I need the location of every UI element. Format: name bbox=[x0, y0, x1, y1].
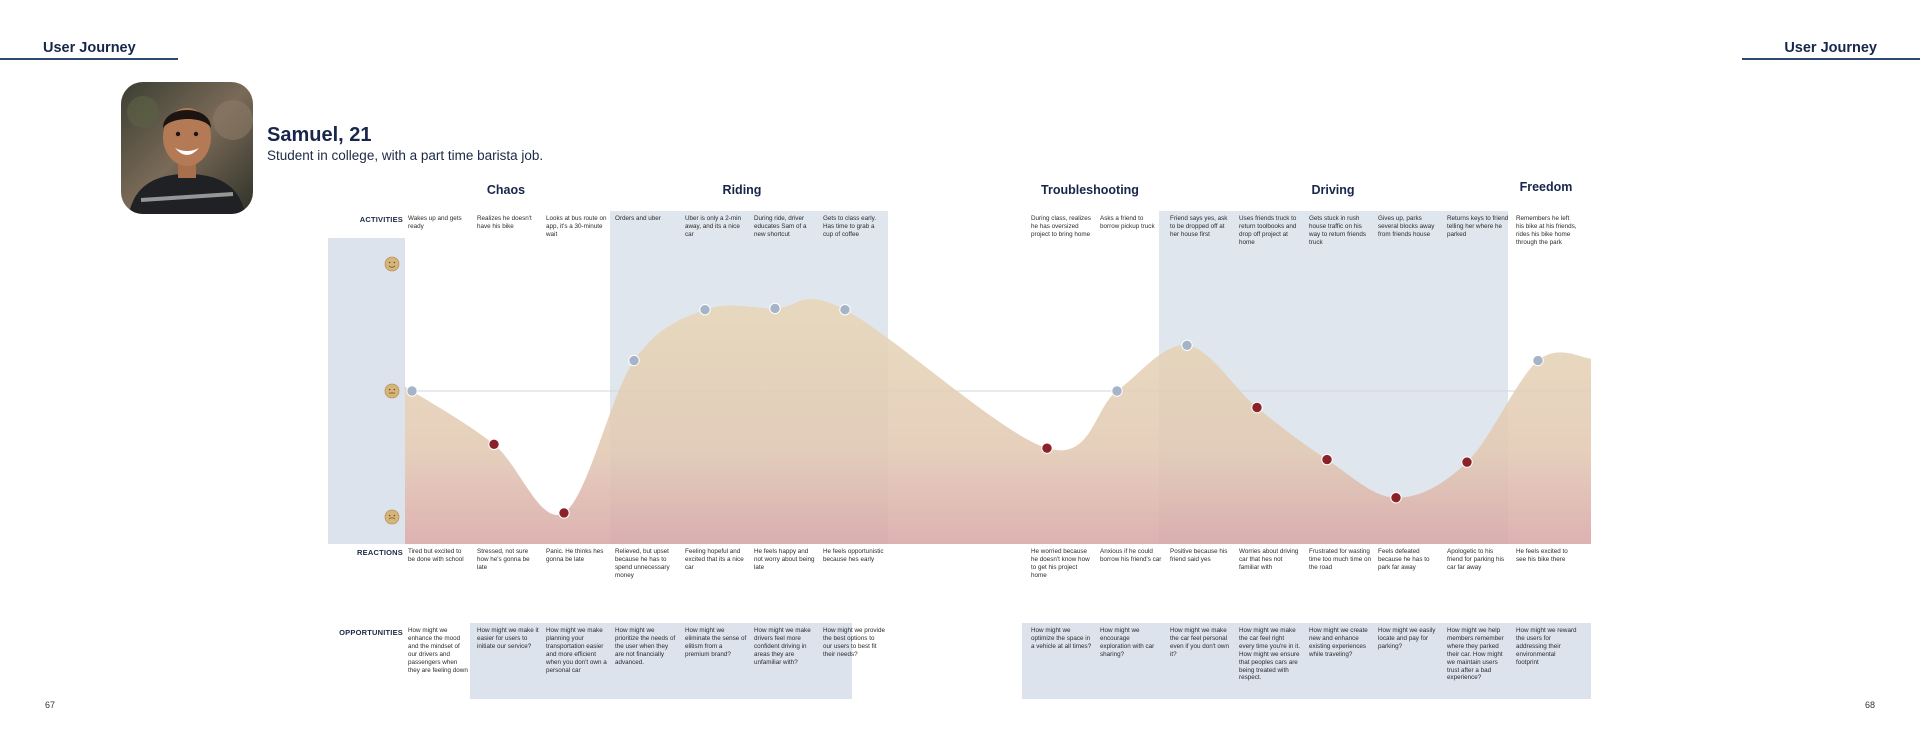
person-photo-icon bbox=[121, 82, 253, 214]
stage-heading-troubleshooting: Troubleshooting bbox=[1041, 183, 1139, 197]
emotion-face-icon-negative bbox=[384, 509, 400, 525]
reaction-cell-14: Apologetic to his friend for parking his… bbox=[1447, 548, 1505, 571]
activity-cell-9: Asks a friend to borrow pickup truck bbox=[1100, 215, 1155, 230]
persona-description: Student in college, with a part time bar… bbox=[267, 148, 544, 163]
activity-cell-5: Uber is only a 2-min away, and its a nic… bbox=[685, 215, 741, 238]
journey-point-15 bbox=[1532, 354, 1544, 367]
stage-heading-freedom: Freedom bbox=[1519, 180, 1573, 194]
journey-point-13 bbox=[1390, 491, 1402, 504]
activity-cell-12: Gets stuck in rush house traffic on his … bbox=[1309, 215, 1367, 246]
header-title-left: User Journey bbox=[43, 40, 136, 56]
journey-point-9 bbox=[1111, 385, 1123, 397]
activity-cell-10: Friend says yes, ask to be dropped off a… bbox=[1170, 215, 1228, 238]
page-number-left: 67 bbox=[45, 700, 56, 710]
opportunity-cell-2: How might we make it easier for users to… bbox=[477, 627, 539, 650]
reaction-cell-10: Positive because his friend said yes bbox=[1170, 548, 1228, 563]
activity-cell-8: During class, realizes he has oversized … bbox=[1031, 215, 1091, 238]
header-title-right: User Journey bbox=[1784, 40, 1877, 56]
opportunity-cell-8: How might we optimize the space in a veh… bbox=[1031, 627, 1092, 650]
reaction-cell-6: He feels happy and not worry about being… bbox=[754, 548, 815, 571]
journey-point-7 bbox=[839, 304, 851, 316]
reaction-cell-13: Feels defeated because he has to park fa… bbox=[1378, 548, 1430, 571]
reaction-cell-11: Worries about driving car that hes not f… bbox=[1239, 548, 1299, 571]
opportunity-cell-9: How might we encourage exploration with … bbox=[1100, 627, 1155, 658]
opportunity-cell-10: How might we make the car feel personal … bbox=[1170, 627, 1229, 658]
journey-point-5 bbox=[699, 304, 711, 316]
activity-cell-4: Orders and uber bbox=[615, 215, 661, 222]
activity-cell-11: Uses friends truck to return toolbooks a… bbox=[1239, 215, 1297, 246]
emotion-face-icon-positive bbox=[384, 256, 400, 272]
opportunity-cell-13: How might we easily locate and pay for p… bbox=[1378, 627, 1436, 650]
opportunity-cell-5: How might we eliminate the sense of elit… bbox=[685, 627, 747, 658]
journey-point-14 bbox=[1461, 456, 1473, 468]
opportunity-cell-6: How might we make drivers feel more conf… bbox=[754, 627, 811, 666]
activity-cell-1: Wakes up and gets ready bbox=[408, 215, 462, 230]
reaction-cell-12: Frustrated for wasting time too much tim… bbox=[1309, 548, 1371, 571]
opportunity-cell-1: How might we enhance the mood and the mi… bbox=[408, 627, 468, 674]
opportunity-cell-14: How might we help members remember where… bbox=[1447, 627, 1504, 682]
journey-point-12 bbox=[1321, 453, 1333, 466]
journey-point-11 bbox=[1251, 401, 1263, 414]
stage-heading-riding: Riding bbox=[722, 183, 762, 197]
reaction-cell-4: Relieved, but upset because he has to sp… bbox=[615, 548, 670, 579]
opportunity-cell-12: How might we create new and enhance exis… bbox=[1309, 627, 1368, 658]
journey-point-3 bbox=[558, 507, 570, 519]
reaction-cell-3: Panic. He thinks hes gonna be late bbox=[546, 548, 604, 563]
journey-point-1 bbox=[406, 385, 418, 397]
opportunities-row-label: OPPORTUNITIES bbox=[339, 628, 403, 637]
activity-cell-14: Returns keys to friend telling her where… bbox=[1447, 215, 1509, 238]
reactions-row-label: REACTIONS bbox=[357, 548, 403, 557]
reaction-cell-9: Anxious if he could borrow his friend's … bbox=[1100, 548, 1162, 563]
activity-cell-3: Looks at bus route on app, it's a 30-min… bbox=[546, 215, 607, 238]
journey-point-10 bbox=[1181, 339, 1193, 351]
activities-row-label: ACTIVITIES bbox=[359, 215, 403, 224]
opportunity-band-1 bbox=[470, 623, 852, 699]
persona-name: Samuel, 21 bbox=[267, 124, 372, 146]
opportunity-band-2 bbox=[1022, 623, 1591, 699]
journey-point-2 bbox=[488, 438, 500, 451]
header-rule-left bbox=[0, 58, 178, 60]
reaction-cell-5: Feeling hopeful and excited that its a n… bbox=[685, 548, 744, 571]
activity-cell-6: During ride, driver educates Sam of a ne… bbox=[754, 215, 807, 238]
activity-cell-15: Remembers he left his bike at his friend… bbox=[1516, 215, 1577, 246]
opportunity-cell-3: How might we make planning your transpor… bbox=[546, 627, 607, 674]
reaction-cell-15: He feels excited to see his bike there bbox=[1516, 548, 1568, 563]
stage-heading-driving: Driving bbox=[1311, 183, 1355, 197]
page-number-right: 68 bbox=[1864, 700, 1875, 710]
opportunity-cell-11: How might we make the car feel right eve… bbox=[1239, 627, 1301, 682]
journey-point-8 bbox=[1041, 442, 1053, 454]
opportunity-cell-15: How might we reward the users for addres… bbox=[1516, 627, 1577, 666]
activity-cell-13: Gives up, parks several blocks away from… bbox=[1378, 215, 1435, 238]
reaction-cell-2: Stressed, not sure how he's gonna be lat… bbox=[477, 548, 530, 571]
journey-point-6 bbox=[769, 302, 781, 315]
reaction-cell-7: He feels opportunistic because hes early bbox=[823, 548, 884, 563]
activity-cell-2: Realizes he doesn't have his bike bbox=[477, 215, 532, 230]
opportunity-cell-4: How might we prioritize the needs of the… bbox=[615, 627, 676, 666]
header-rule-right bbox=[1742, 58, 1920, 60]
emotion-face-icon-neutral bbox=[384, 383, 400, 399]
opportunity-cell-7: How might we provide the best options to… bbox=[823, 627, 885, 658]
reaction-cell-1: Tired but excited to be done with school bbox=[408, 548, 464, 563]
journey-point-4 bbox=[628, 354, 640, 367]
stage-heading-chaos: Chaos bbox=[486, 183, 526, 197]
reaction-cell-8: He worried because he doesn't know how t… bbox=[1031, 548, 1090, 579]
activity-cell-7: Gets to class early. Has time to grab a … bbox=[823, 215, 877, 238]
emotion-area bbox=[403, 299, 1592, 544]
